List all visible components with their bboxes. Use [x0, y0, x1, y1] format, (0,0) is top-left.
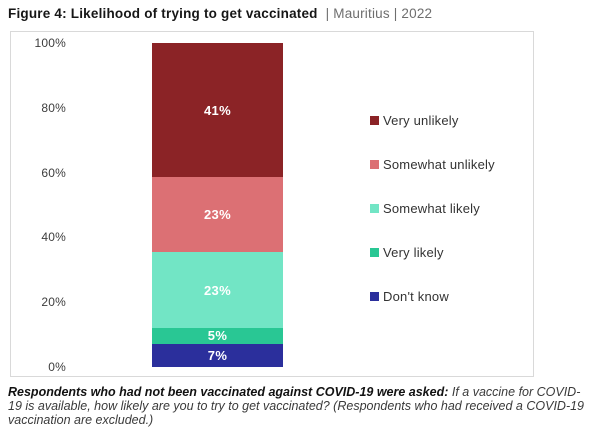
y-axis-tick-label: 40% — [41, 230, 66, 245]
bar-segment-label: 5% — [207, 328, 228, 344]
bar-segment: 5% — [152, 327, 283, 345]
legend-swatch-icon — [370, 203, 379, 213]
legend: Very unlikely Somewhat unlikely Somewhat l… — [370, 110, 495, 306]
legend-swatch-icon — [370, 291, 379, 301]
bar-segment-label: 23% — [204, 207, 231, 223]
legend-item: Very unlikely — [370, 110, 495, 130]
legend-label: Somewhat unlikely — [383, 156, 495, 172]
legend-label: Very likely — [383, 244, 444, 260]
y-axis: 100% 80% 60% 40% 20% 0% — [11, 36, 66, 374]
y-axis-tick-label: 0% — [48, 360, 66, 374]
legend-label: Very unlikely — [383, 112, 459, 128]
legend-label: Somewhat likely — [383, 200, 480, 216]
legend-swatch-icon — [370, 115, 379, 125]
footnote-intro: Respondents who had not been vaccinated … — [8, 385, 449, 399]
legend-item: Don't know — [370, 286, 495, 306]
footnote-question: If a vaccine for COVID-19 is available, … — [8, 385, 585, 427]
footnote: Respondents who had not been vaccinated … — [8, 385, 594, 427]
bar-segment-label: 23% — [204, 282, 231, 298]
page-title: Figure 4: Likelihood of trying to get va… — [8, 6, 598, 21]
bar-segment: 23% — [152, 177, 283, 253]
y-axis-tick-label: 60% — [41, 165, 66, 180]
chart-container: 100% 80% 60% 40% 20% 0% 41% 23% 23% 5% 7% Very un… — [10, 31, 534, 377]
figure-title-meta: | Mauritius | 2022 — [325, 6, 433, 21]
y-axis-tick-label: 80% — [41, 100, 66, 115]
stacked-bar: 41% 23% 23% 5% 7% — [152, 43, 283, 367]
legend-label: Don't know — [383, 288, 449, 304]
legend-swatch-icon — [370, 247, 379, 257]
legend-swatch-icon — [370, 159, 379, 169]
legend-item: Very likely — [370, 242, 495, 262]
y-axis-tick-label: 20% — [41, 295, 66, 310]
bar-segment: 7% — [152, 344, 283, 367]
bar-segment-label: 7% — [207, 348, 228, 364]
legend-item: Somewhat likely — [370, 198, 495, 218]
legend-item: Somewhat unlikely — [370, 154, 495, 174]
bar-segment: 23% — [152, 252, 283, 328]
y-axis-tick-label: 100% — [34, 36, 66, 50]
figure-title-main: Figure 4: Likelihood of trying to get va… — [8, 6, 318, 21]
bar-segment: 41% — [152, 43, 283, 178]
bar-segment-label: 41% — [204, 102, 231, 118]
